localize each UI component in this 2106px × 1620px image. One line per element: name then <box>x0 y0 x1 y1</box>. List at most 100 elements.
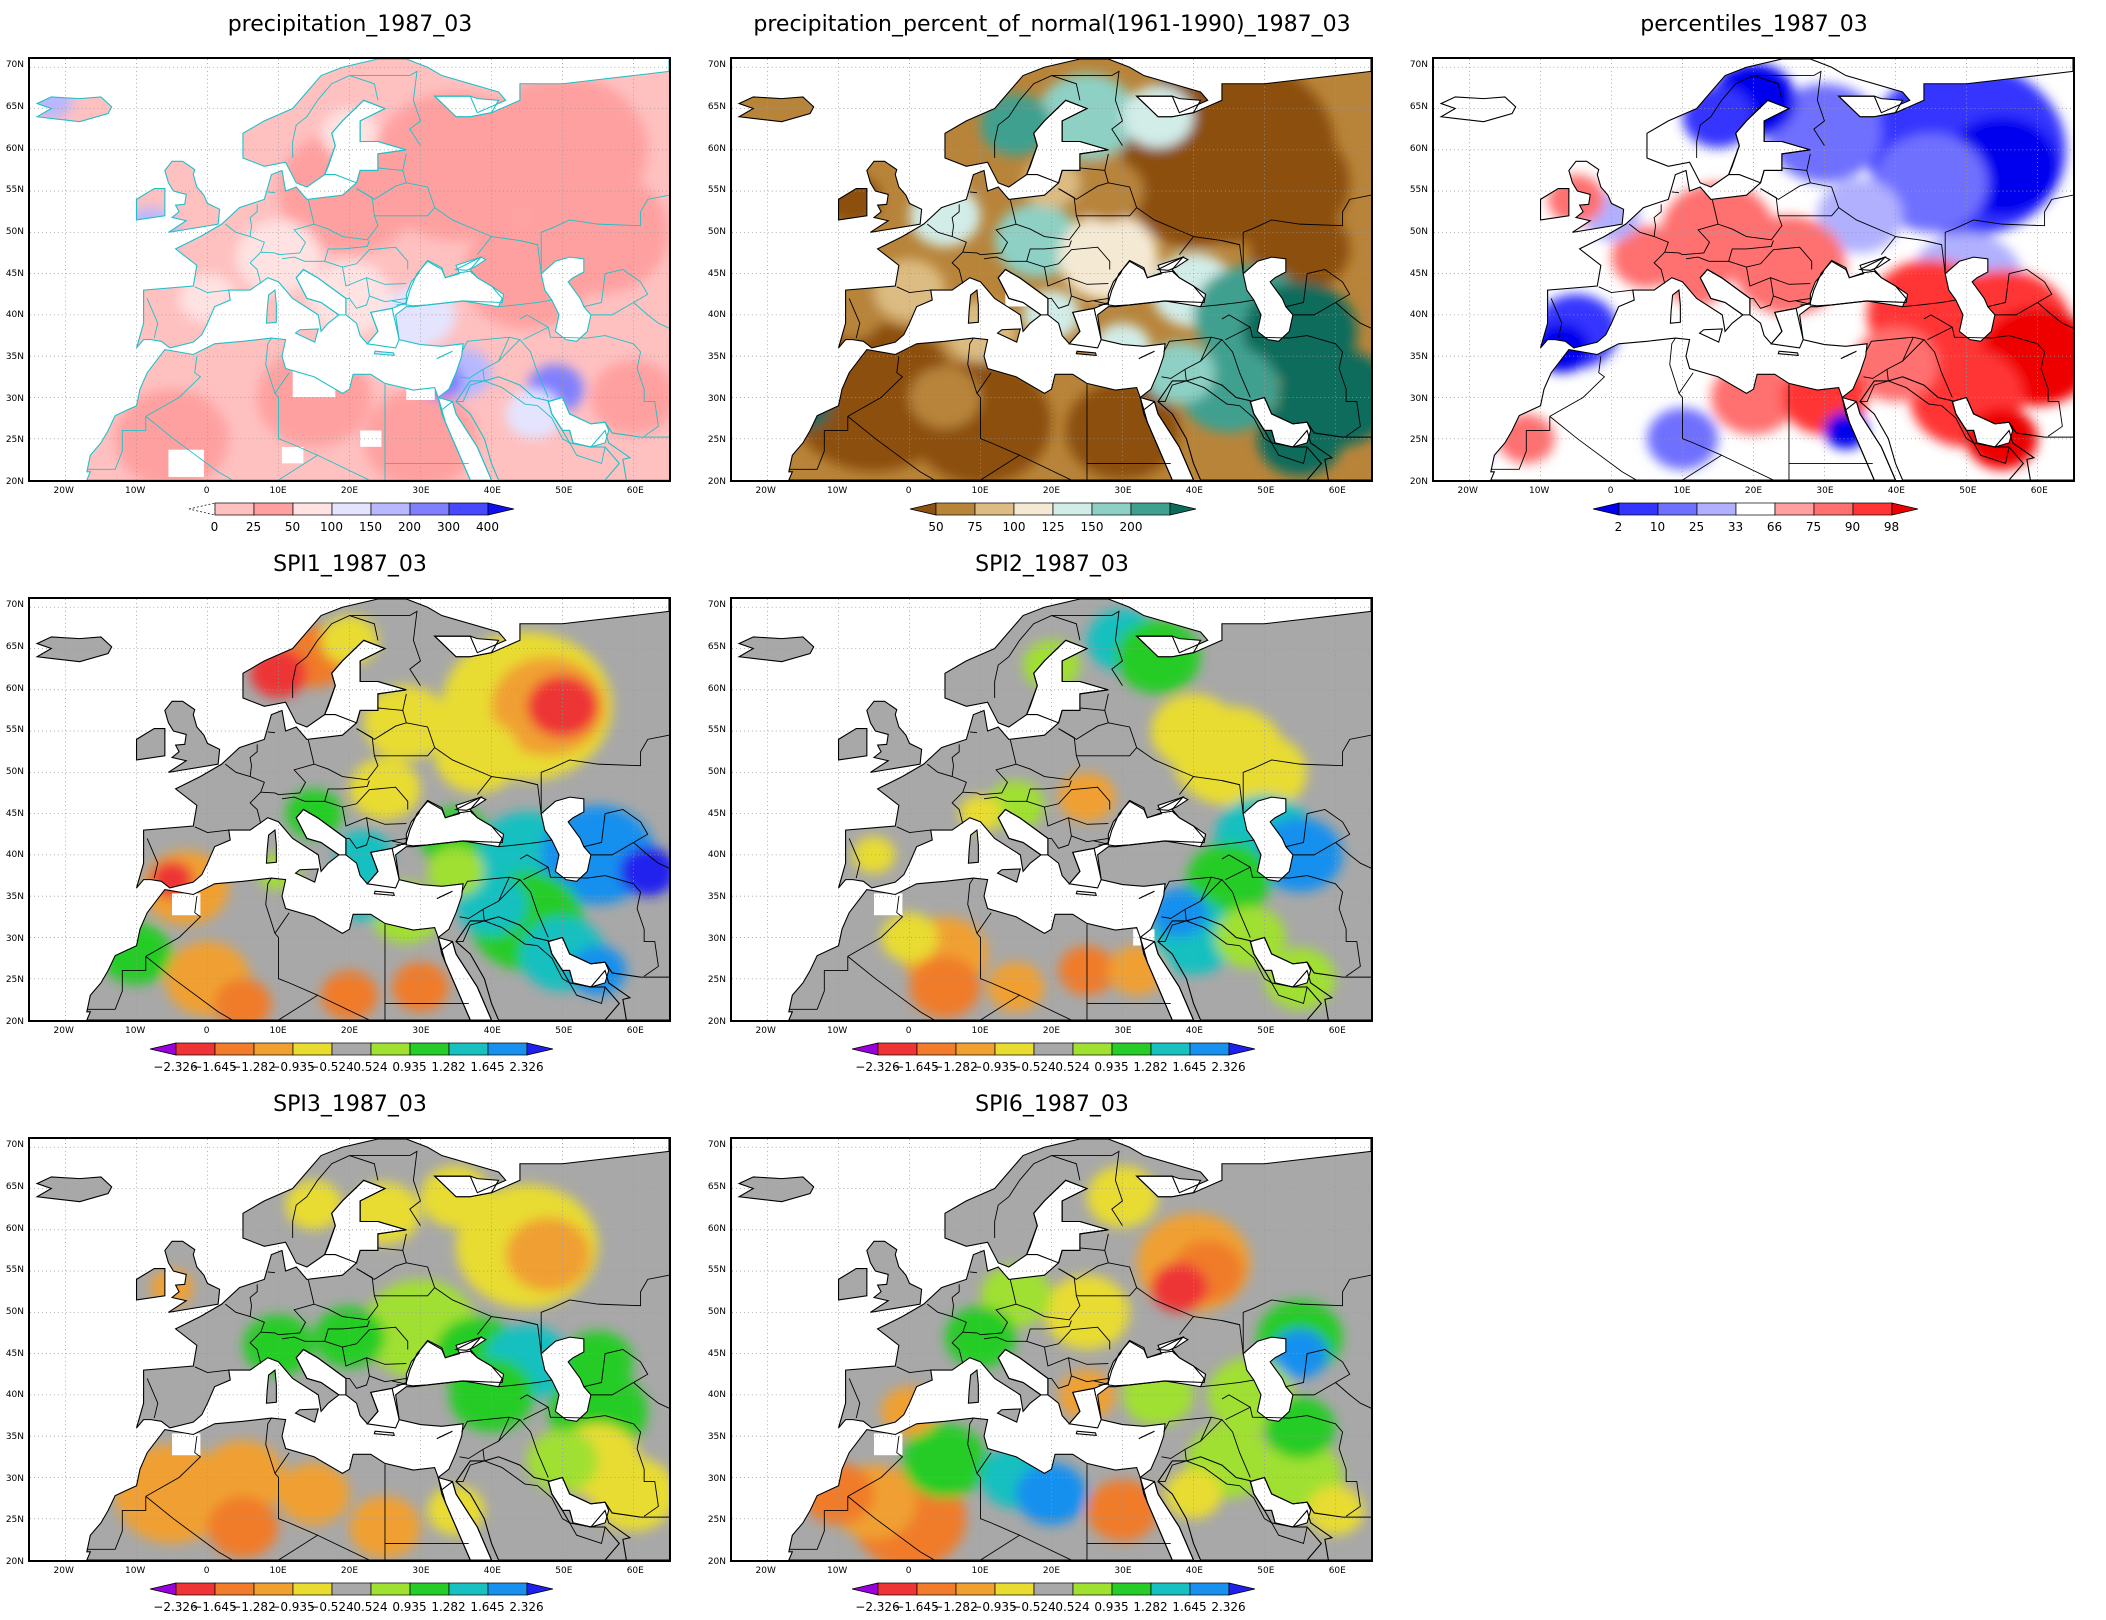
country-border <box>1221 854 1251 868</box>
country-border <box>86 956 147 1010</box>
colorbar-swatch <box>331 1042 371 1056</box>
colorbar-swatch <box>1072 1582 1112 1596</box>
country-border <box>317 454 371 480</box>
country-border <box>317 1534 371 1560</box>
country-border <box>1086 1003 1171 1020</box>
colorbar-swatch <box>253 502 293 516</box>
country-border <box>146 1378 159 1419</box>
colorbar-swatch <box>1150 1582 1190 1596</box>
colorbar-swatch <box>1111 1582 1151 1596</box>
colorbar-tick-label: −1.282 <box>231 1600 276 1614</box>
latitude-labels: 70N 65N 60N 55N 50N 45N 40N 35N 30N 25N 20N <box>702 57 728 487</box>
country-border <box>1163 876 1223 893</box>
colorbar-swatch <box>877 1582 917 1596</box>
colorbar-tick-label: −0.935 <box>270 1600 315 1614</box>
field-contour <box>1874 133 1988 233</box>
lon-tick-label: 0 <box>203 1026 210 1036</box>
lon-tick-label: 60E <box>626 486 644 496</box>
coastline <box>737 636 815 663</box>
country-border <box>1076 746 1195 795</box>
country-border <box>1186 1460 1240 1487</box>
country-border <box>1051 615 1081 641</box>
lon-tick-label: 50E <box>555 486 573 496</box>
coastline <box>837 188 868 221</box>
lat-tick-label: 45N <box>5 1348 24 1359</box>
country-border <box>265 1417 276 1474</box>
country-border <box>374 1286 493 1335</box>
lon-tick-label: 50E <box>555 1026 573 1036</box>
lon-tick-label: 30E <box>412 1026 430 1036</box>
country-border <box>498 839 552 848</box>
colorbar-triangle-right <box>526 1042 553 1056</box>
country-border <box>265 337 276 394</box>
lat-tick-label: 40N <box>1409 310 1428 321</box>
colorbar-precipitation: 0 25 50 100 150 200 300 400 <box>188 502 515 540</box>
inland-sea <box>1952 397 2013 448</box>
country-border <box>788 956 849 1010</box>
colorbar-tick-label: 0.935 <box>392 1600 427 1614</box>
country-border <box>1015 1268 1081 1321</box>
country-border <box>1941 405 2010 465</box>
latitude-labels: 70N 65N 60N 55N 50N 45N 40N 35N 30N 25N 20N <box>1404 57 1430 487</box>
colorbar-triangle-right <box>1891 502 1918 516</box>
field-contour <box>1186 842 1272 917</box>
coastline <box>405 1339 505 1387</box>
coastline <box>164 700 221 773</box>
coastline <box>295 1348 347 1396</box>
country-border <box>1598 286 1633 294</box>
lon-tick-label: 10W <box>124 1026 146 1036</box>
coastline <box>1249 936 1312 988</box>
colorbar-tick-label: 0.524 <box>1055 1060 1090 1074</box>
country-border <box>1669 337 1680 394</box>
country-border <box>1200 839 1254 848</box>
country-border <box>402 153 407 171</box>
lon-tick-label: 50E <box>555 1566 573 1576</box>
country-border <box>1068 1357 1109 1365</box>
field-contour <box>909 366 981 429</box>
coastline <box>1242 796 1294 882</box>
inland-sea <box>1250 1477 1311 1528</box>
panel-precipitation: precipitation_1987_03 70N 65N 60N 55N 50N 45N… <box>0 0 700 540</box>
coastline <box>1669 289 1681 324</box>
lat-tick-label: 30N <box>5 933 24 944</box>
country-border <box>392 840 407 846</box>
lat-tick-label: 65N <box>5 1182 24 1192</box>
country-border <box>225 223 265 284</box>
coastline <box>1242 256 1294 342</box>
country-border <box>145 956 234 1020</box>
coastline <box>1837 95 1904 118</box>
colorbar-tick-label: 50 <box>928 520 944 534</box>
coastline <box>788 337 1173 480</box>
country-border <box>969 731 978 734</box>
lon-tick-label: 40E <box>1185 1026 1203 1036</box>
coastline <box>1490 337 1875 480</box>
lat-tick-label: 70N <box>5 60 24 71</box>
country-border <box>523 1406 659 1517</box>
country-border <box>484 380 538 407</box>
country-border <box>1111 610 1123 686</box>
country-border <box>1104 693 1109 711</box>
country-border <box>225 763 265 824</box>
country-border <box>537 405 606 465</box>
map-svg <box>30 59 669 480</box>
lat-tick-label: 70N <box>5 1140 24 1151</box>
country-border <box>1242 1274 1371 1354</box>
country-border <box>1104 1233 1109 1251</box>
colorbar-swatch <box>253 1042 293 1056</box>
country-border <box>402 693 407 711</box>
colorbar-swatch <box>253 1582 293 1596</box>
missing-data <box>282 446 304 464</box>
country-border <box>583 809 649 856</box>
colorbar-swatch <box>370 502 410 516</box>
colorbar-tick-label: 100 <box>320 520 343 534</box>
country-border <box>788 416 849 470</box>
colorbar-tick-label: −1.645 <box>192 1060 237 1074</box>
missing-data <box>874 1433 903 1456</box>
colorbar-swatch <box>370 1042 410 1056</box>
lat-tick-label: 55N <box>5 1265 24 1276</box>
colorbar-tick-label: 200 <box>398 520 421 534</box>
field-contour <box>285 1180 343 1230</box>
inland-sea <box>548 937 609 988</box>
coastline <box>1568 160 1625 233</box>
country-border <box>1058 167 1109 200</box>
